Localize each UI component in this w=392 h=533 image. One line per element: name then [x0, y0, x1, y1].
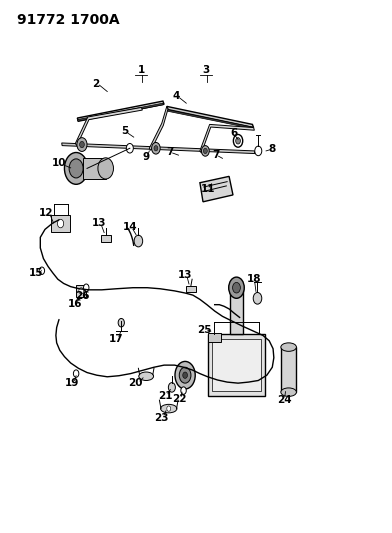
Polygon shape [75, 108, 142, 146]
Text: 7: 7 [166, 147, 173, 157]
Text: 13: 13 [92, 218, 107, 228]
Circle shape [152, 142, 160, 154]
Circle shape [118, 318, 124, 327]
Text: 91772 1700A: 91772 1700A [17, 13, 120, 27]
Circle shape [134, 235, 143, 247]
Ellipse shape [281, 388, 296, 397]
Text: 3: 3 [203, 66, 210, 75]
Circle shape [175, 361, 195, 389]
Bar [212, 339, 261, 391]
Bar [209, 333, 221, 342]
Circle shape [69, 159, 83, 178]
Circle shape [126, 143, 133, 153]
Text: 23: 23 [154, 413, 169, 423]
Circle shape [77, 138, 87, 151]
Circle shape [169, 383, 175, 392]
Polygon shape [149, 107, 168, 150]
Bar [208, 334, 265, 397]
Text: 2: 2 [92, 78, 99, 88]
Bar [76, 285, 86, 297]
Polygon shape [77, 103, 163, 121]
Circle shape [64, 152, 88, 184]
Text: 8: 8 [268, 144, 276, 154]
Text: 13: 13 [178, 270, 192, 280]
Circle shape [236, 138, 240, 144]
Circle shape [229, 277, 244, 298]
Text: 6: 6 [230, 128, 238, 138]
Polygon shape [77, 101, 164, 121]
Circle shape [98, 158, 114, 179]
Circle shape [203, 148, 207, 154]
Text: 15: 15 [29, 268, 44, 278]
Text: 14: 14 [123, 222, 137, 232]
Text: 25: 25 [197, 325, 212, 335]
Text: 1: 1 [138, 66, 145, 75]
Text: 10: 10 [52, 158, 66, 168]
Circle shape [179, 367, 191, 383]
Text: 21: 21 [158, 391, 173, 401]
Circle shape [58, 219, 64, 228]
Polygon shape [200, 176, 233, 202]
Polygon shape [62, 143, 255, 154]
Ellipse shape [139, 372, 154, 381]
Bar [186, 286, 196, 292]
Text: 24: 24 [277, 395, 291, 405]
Polygon shape [200, 124, 254, 153]
Text: 7: 7 [212, 150, 220, 160]
Circle shape [80, 141, 84, 148]
Bar [230, 290, 243, 334]
Circle shape [83, 284, 89, 292]
Polygon shape [167, 110, 253, 128]
Text: 12: 12 [39, 208, 53, 219]
Polygon shape [167, 107, 254, 127]
Circle shape [167, 406, 171, 411]
Bar [83, 158, 106, 179]
Circle shape [39, 267, 45, 274]
Ellipse shape [281, 343, 296, 351]
Text: 26: 26 [75, 291, 90, 301]
Circle shape [253, 293, 262, 304]
Text: 9: 9 [143, 152, 150, 162]
Circle shape [154, 146, 158, 151]
Text: 16: 16 [67, 298, 82, 309]
Text: 19: 19 [65, 378, 80, 388]
Text: 22: 22 [172, 394, 187, 404]
Text: 17: 17 [109, 334, 123, 344]
Text: 20: 20 [129, 378, 143, 388]
Bar [51, 215, 70, 232]
Circle shape [183, 372, 187, 378]
Ellipse shape [161, 405, 177, 413]
Text: 11: 11 [200, 184, 215, 194]
Text: 4: 4 [172, 91, 180, 101]
Text: 18: 18 [246, 274, 261, 284]
Bar [101, 235, 111, 241]
Circle shape [232, 282, 240, 293]
Circle shape [201, 146, 209, 156]
Circle shape [79, 288, 83, 294]
Circle shape [233, 134, 243, 147]
Circle shape [255, 146, 262, 156]
Text: 5: 5 [122, 126, 129, 136]
Circle shape [181, 387, 186, 394]
Bar [281, 347, 296, 392]
